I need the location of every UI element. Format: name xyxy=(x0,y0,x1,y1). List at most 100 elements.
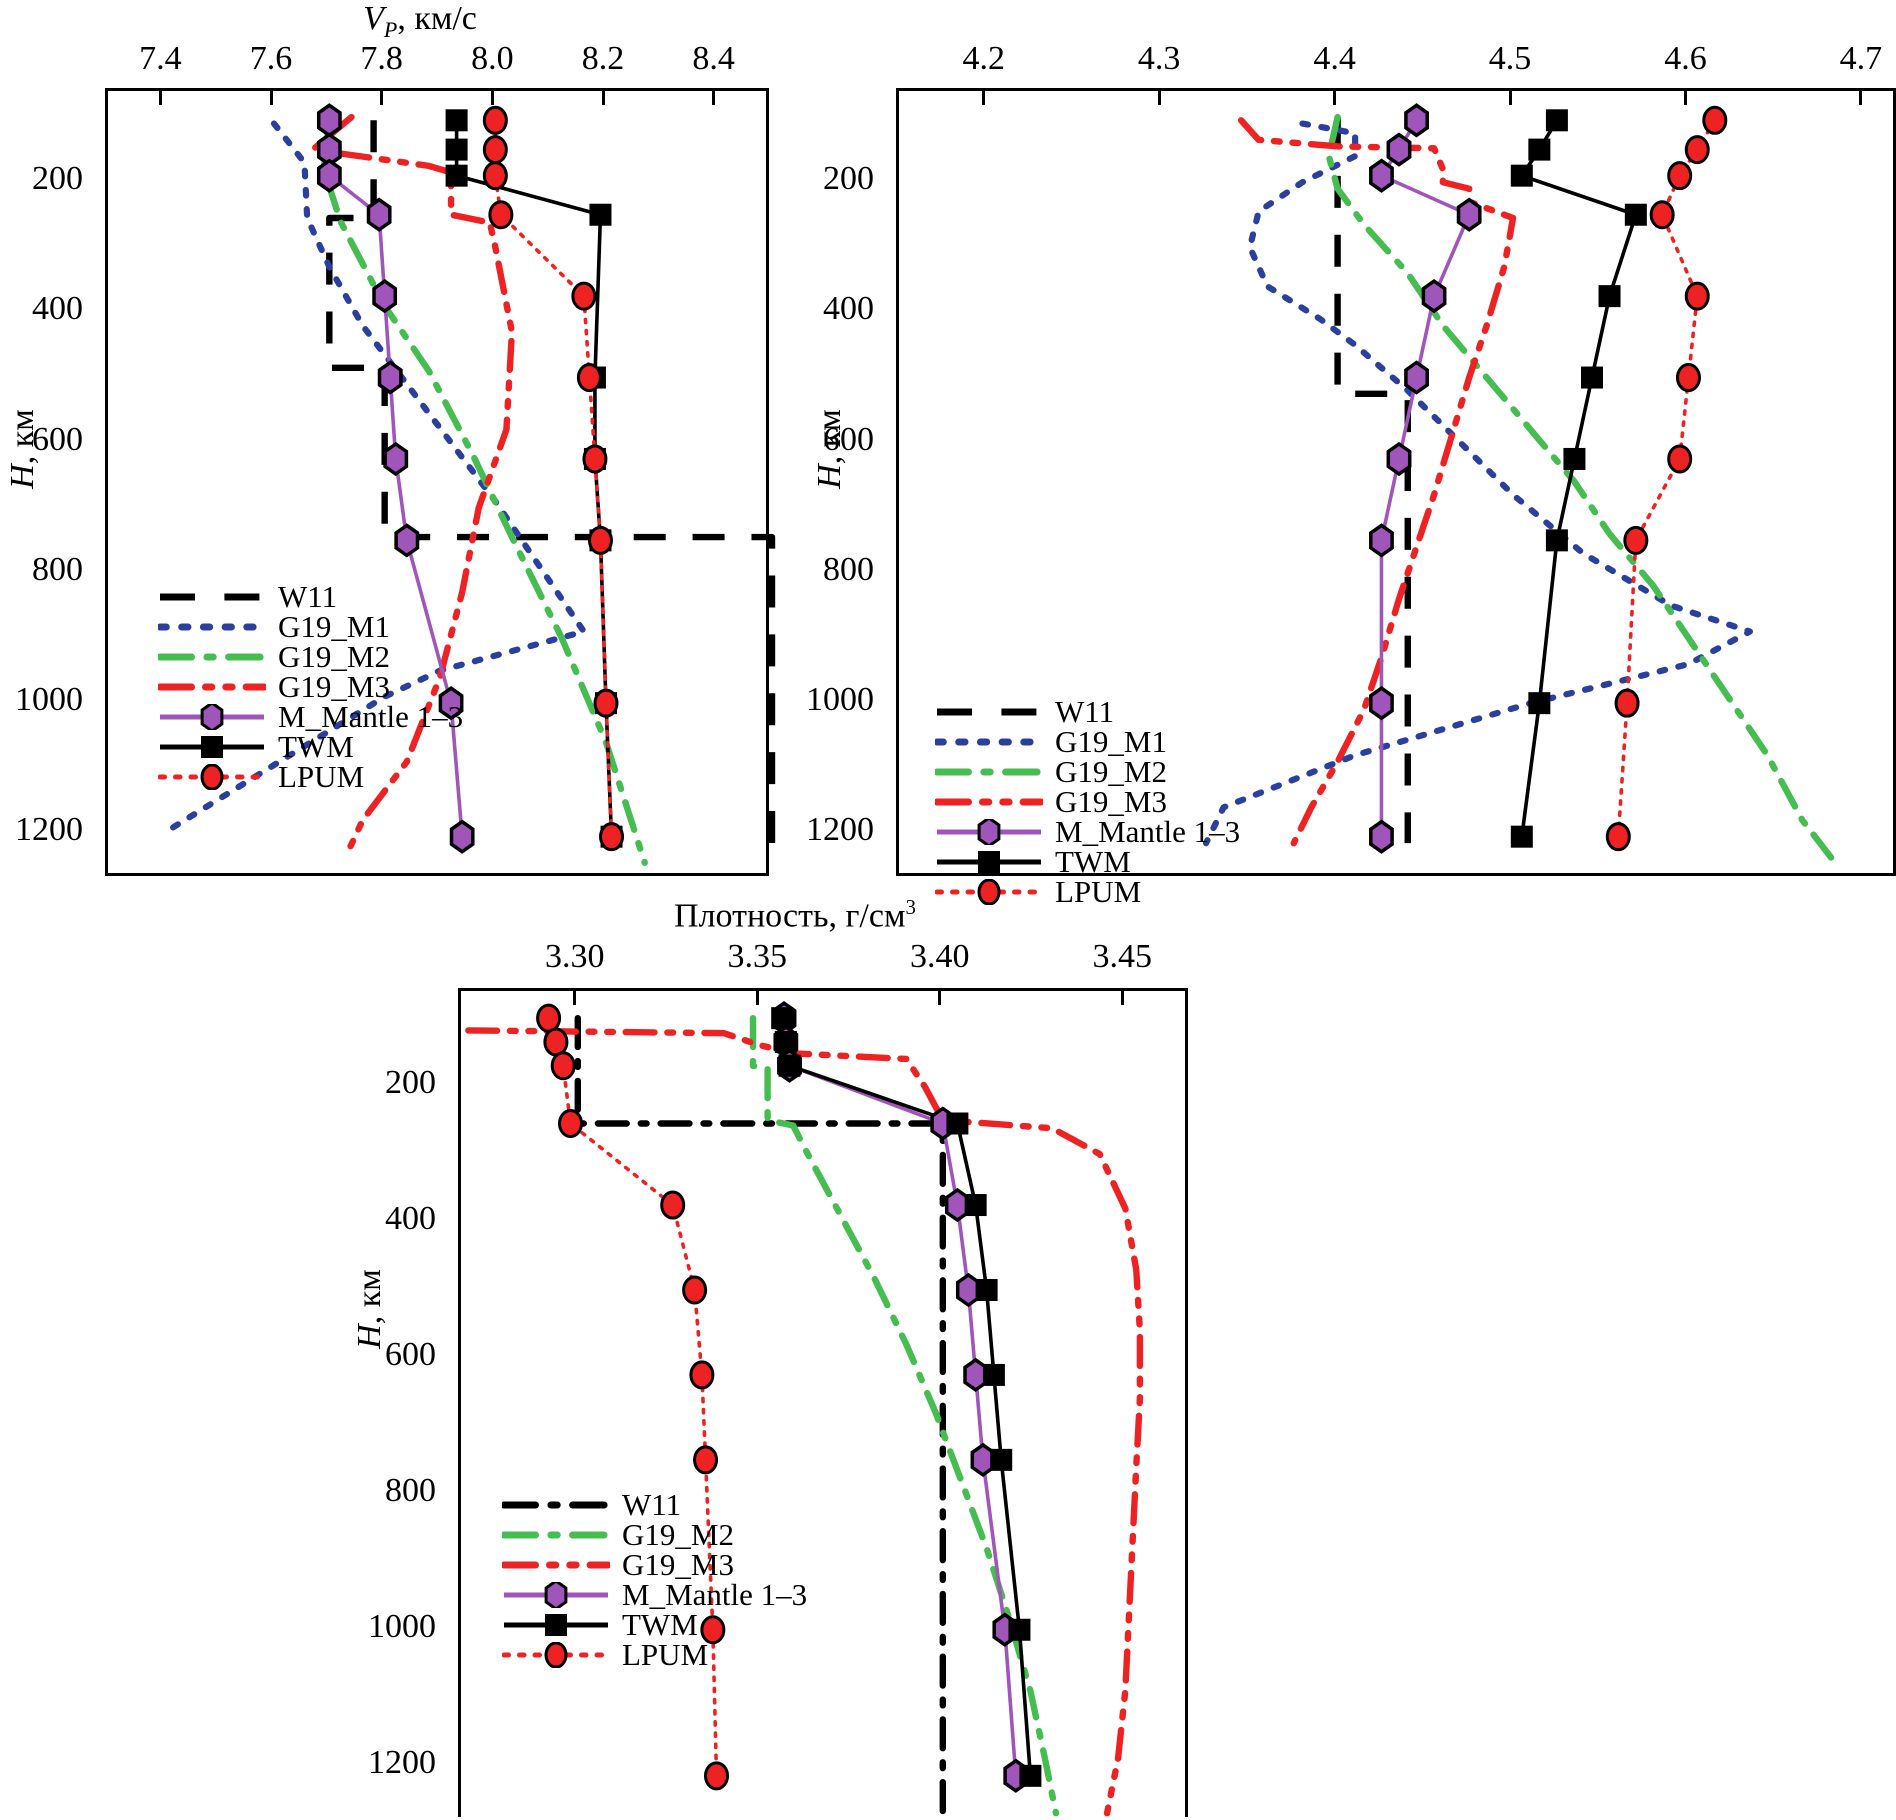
density-marker-4-0 xyxy=(771,1007,794,1030)
vp-legend-swatch-0 xyxy=(158,584,266,610)
vs-legend-item-w11[interactable]: W11 xyxy=(935,694,1240,729)
density-xtick-labels: 3.30 3.35 3.40 3.45 xyxy=(330,938,1250,982)
density-series-m-mantle-1-3 xyxy=(782,1018,1018,1776)
density-marker-4-2 xyxy=(778,1054,801,1077)
vp-legend-item-lpum[interactable]: LPUM xyxy=(158,761,463,792)
vs-marker-6-9 xyxy=(1605,822,1631,852)
vp-legend-item-g19-m2[interactable]: G19_M2 xyxy=(158,639,463,674)
vp-marker-6-9 xyxy=(599,822,625,852)
density-marker-5-5 xyxy=(682,1275,708,1305)
vs-marker-6-1 xyxy=(1684,135,1710,165)
vs-marker-6-0 xyxy=(1702,105,1728,135)
density-marker-4-4 xyxy=(964,1194,987,1217)
vp-marker-6-0 xyxy=(482,105,508,135)
vp-xtick-0: 7.4 xyxy=(139,40,182,77)
vp-xtickmark-5 xyxy=(712,88,716,105)
density-legend-swatch-0 xyxy=(502,1492,610,1518)
vs-xtickmark-4 xyxy=(1683,88,1687,105)
density-legend-label-3: M_Mantle 1–3 xyxy=(622,1577,808,1612)
vs-legend-item-twm[interactable]: TWM xyxy=(935,844,1240,879)
vp-xtick-3: 8.0 xyxy=(471,40,514,77)
vp-xtickmark-1 xyxy=(269,88,273,105)
density-marker-4-1 xyxy=(774,1030,797,1053)
vs-marker-5-7 xyxy=(1545,529,1568,552)
vp-marker-6-8 xyxy=(593,688,619,718)
vp-legend-swatch-5 xyxy=(158,734,266,760)
vp-ytick-1: 400 xyxy=(32,290,83,328)
vs-legend-item-g19-m3[interactable]: G19_M3 xyxy=(935,786,1240,817)
vs-legend-swatch-0 xyxy=(935,699,1043,725)
vp-marker-5-0 xyxy=(445,109,468,132)
density-legend-item-g19-m3[interactable]: G19_M3 xyxy=(502,1547,807,1582)
vp-legend-item-g19-m3[interactable]: G19_M3 xyxy=(158,671,463,702)
vs-xtick-2: 4.4 xyxy=(1313,40,1356,77)
vs-marker-6-8 xyxy=(1614,688,1640,718)
density-marker-4-3 xyxy=(946,1112,969,1135)
vs-marker-6-7 xyxy=(1623,525,1649,555)
density-legend-item-m-mantle-1-3[interactable]: M_Mantle 1–3 xyxy=(502,1577,808,1612)
vs-legend-swatch-5 xyxy=(935,849,1043,875)
vs-legend-item-m-mantle-1-3[interactable]: M_Mantle 1–3 xyxy=(935,816,1240,847)
vs-xtickmark-3 xyxy=(1508,88,1512,105)
vp-marker-4-9 xyxy=(449,819,475,854)
vp-xtick-5: 8.4 xyxy=(692,40,735,77)
density-legend-swatch-2 xyxy=(502,1552,610,1578)
vs-legend-item-g19-m1[interactable]: G19_M1 xyxy=(935,726,1240,757)
vs-marker-4-1 xyxy=(1386,132,1412,167)
vs-legend-item-g19-m2[interactable]: G19_M2 xyxy=(935,756,1240,787)
vp-legend-swatch-2 xyxy=(158,644,266,670)
vs-marker-4-4 xyxy=(1421,278,1447,314)
density-legend-swatch-5 xyxy=(502,1642,610,1668)
vs-legend-label-0: W11 xyxy=(1055,694,1115,729)
density-marker-5-2 xyxy=(550,1051,576,1081)
vp-series-twm xyxy=(454,120,614,837)
vs-series-g19-m2 xyxy=(1325,113,1841,870)
vp-legend-label-5: TWM xyxy=(278,729,354,764)
vp-marker-6-5 xyxy=(576,363,602,393)
vs-ytick-2: 600 xyxy=(823,420,874,458)
vp-legend-swatch-3 xyxy=(158,674,266,700)
density-ytick-2: 600 xyxy=(385,1335,436,1373)
vs-marker-6-4 xyxy=(1684,281,1710,311)
density-legend-item-w11[interactable]: W11 xyxy=(502,1489,807,1520)
vp-marker-5-3 xyxy=(589,203,612,226)
vp-marker-6-4 xyxy=(571,281,597,311)
vp-legend-label-2: G19_M2 xyxy=(278,639,390,674)
vs-xtick-0: 4.2 xyxy=(962,40,1005,77)
vp-xtickmark-3 xyxy=(490,88,494,105)
vp-ytick-2: 600 xyxy=(32,420,83,458)
density-ylabel: H, км xyxy=(351,1269,388,1349)
vs-marker-4-2 xyxy=(1369,158,1394,193)
density-legend-item-lpum[interactable]: LPUM xyxy=(502,1637,807,1672)
density-legend-item-g19-m2[interactable]: G19_M2 xyxy=(502,1519,807,1550)
density-axis-title: Плотность, г/см3 xyxy=(560,895,1030,935)
vp-legend-item-twm[interactable]: TWM xyxy=(158,729,463,764)
density-legend-label-5: LPUM xyxy=(622,1637,709,1672)
density-legend-label-2: G19_M3 xyxy=(622,1547,734,1582)
vs-legend-label-5: TWM xyxy=(1055,844,1131,879)
vp-marker-4-0 xyxy=(316,103,342,138)
vs-marker-6-3 xyxy=(1649,200,1675,230)
vp-xtick-labels: 7.4 7.6 7.8 8.0 8.2 8.4 xyxy=(0,40,800,84)
vp-series-w11 xyxy=(326,120,776,844)
vp-marker-5-1 xyxy=(445,138,468,161)
vs-legend-item-lpum[interactable]: LPUM xyxy=(935,876,1240,907)
vs-ytick-3: 800 xyxy=(823,550,874,588)
density-legend-item-twm[interactable]: TWM xyxy=(502,1607,807,1642)
vp-series-g19-m3 xyxy=(309,113,516,860)
vp-legend-item-w11[interactable]: W11 xyxy=(158,579,463,614)
vs-series-m-mantle-1-3 xyxy=(1379,119,1471,837)
vp-legend-label-0: W11 xyxy=(278,579,338,614)
vp-legend-swatch-4 xyxy=(158,704,266,730)
vp-marker-4-8 xyxy=(438,686,464,721)
density-legend-label-4: TWM xyxy=(622,1607,698,1642)
vs-ytick-4: 1000 xyxy=(806,681,874,719)
vs-series-w11 xyxy=(1334,117,1411,844)
vs-marker-5-3 xyxy=(1624,203,1647,226)
density-marker-5-3 xyxy=(558,1109,583,1139)
vp-legend-item-g19-m1[interactable]: G19_M1 xyxy=(158,611,463,642)
vp-legend-item-m-mantle-1-3[interactable]: M_Mantle 1–3 xyxy=(158,701,463,732)
density-series-w11 xyxy=(574,1014,946,1817)
vs-marker-5-2 xyxy=(1510,164,1533,187)
